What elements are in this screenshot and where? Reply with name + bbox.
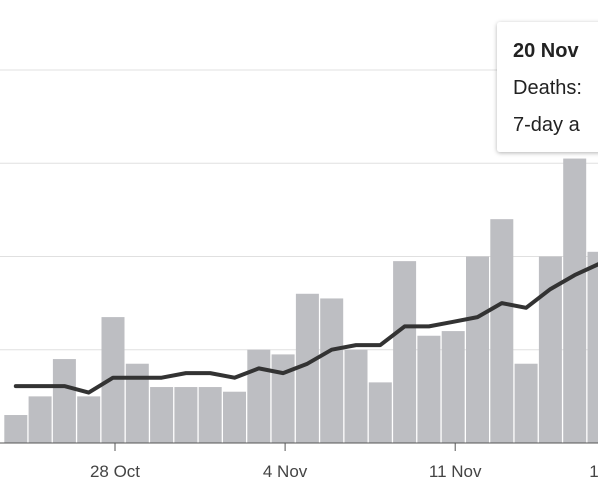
bar <box>368 382 392 443</box>
tooltip-line: 7-day a <box>513 114 581 136</box>
x-tick-label: 28 Oct <box>90 462 140 481</box>
tooltip: 20 Nov Deaths: 7-day a <box>497 22 598 152</box>
bar <box>174 387 198 443</box>
bar <box>125 363 149 443</box>
bar <box>223 391 246 443</box>
x-tick-label: 4 Nov <box>263 462 308 481</box>
bar <box>77 396 101 443</box>
bar <box>417 335 441 443</box>
bar <box>344 349 368 443</box>
average-line <box>13 262 598 395</box>
bar <box>441 331 465 443</box>
bar <box>466 256 489 443</box>
bar <box>4 415 28 443</box>
tooltip-title: 20 Nov <box>513 40 579 62</box>
bar <box>52 359 76 443</box>
bar <box>320 298 344 443</box>
x-tick-label: 1 <box>589 462 598 481</box>
bar <box>150 387 174 443</box>
plot-area: 28 Oct 4 Nov 11 Nov 1 <box>0 69 598 481</box>
bar <box>271 354 295 443</box>
bar <box>563 158 587 443</box>
bar <box>587 251 598 443</box>
tooltip-line: Deaths: <box>513 77 582 99</box>
bar <box>538 256 562 443</box>
bar <box>198 387 222 443</box>
tooltip-box <box>497 22 598 152</box>
bar <box>393 261 417 443</box>
x-tick-label: 11 Nov <box>429 462 482 481</box>
bar <box>28 396 52 443</box>
bar <box>247 349 271 443</box>
bar <box>490 219 514 443</box>
bar <box>514 363 538 443</box>
bar <box>101 317 125 443</box>
bar <box>295 293 319 443</box>
